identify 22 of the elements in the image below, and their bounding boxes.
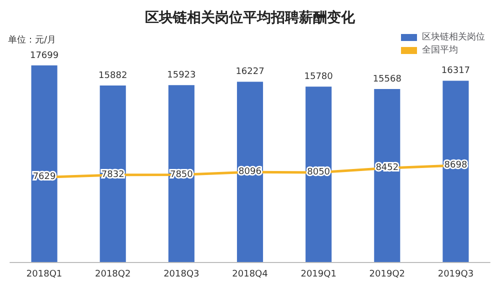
x-tick-label: 2019Q2: [369, 270, 405, 280]
data-label: 16227: [236, 67, 264, 78]
data-label: 16317: [441, 66, 470, 76]
data-label: 8698: [444, 160, 468, 170]
data-label: 8050: [307, 168, 330, 178]
data-label: 7629: [32, 172, 56, 182]
x-tick-label: 2019Q1: [300, 270, 336, 280]
chart-title: 区块链相关岗位平均招聘薪酬变化: [145, 9, 356, 26]
x-tick-label: 2018Q1: [26, 270, 62, 280]
legend-label: 全国平均: [422, 44, 458, 56]
x-tick-label: 2018Q3: [164, 270, 200, 280]
x-tick-label: 2019Q3: [438, 270, 474, 280]
data-label: 15780: [304, 72, 334, 82]
x-tick-label: 2018Q4: [232, 270, 268, 280]
x-tick-label: 2018Q2: [95, 270, 131, 280]
data-label: 17699: [30, 50, 59, 61]
text: 单位：元/月: [8, 34, 56, 46]
data-label: 15568: [372, 74, 402, 85]
data-label: 15923: [167, 70, 196, 81]
data-label: 15882: [98, 71, 128, 82]
data-label: 7850: [170, 170, 194, 180]
legend-label: 区块链相关岗位: [422, 32, 485, 42]
